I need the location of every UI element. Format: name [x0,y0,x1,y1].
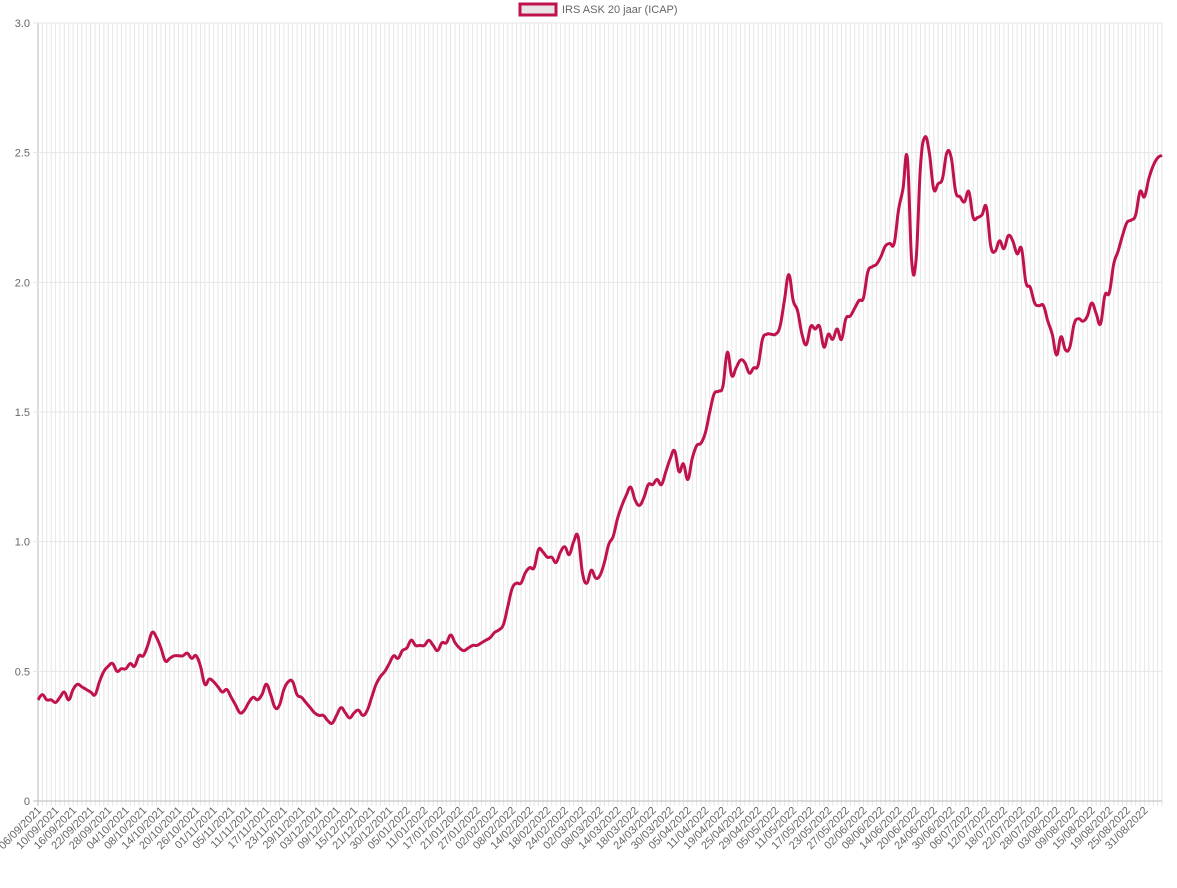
legend-swatch [518,2,558,17]
data-line [36,135,1163,725]
y-tick-label: 0.5 [15,666,30,678]
y-tick-label: 1.5 [15,407,30,419]
y-tick-label: 0 [24,796,30,808]
y-tick-label: 2.5 [15,148,30,160]
y-tick-label: 1.0 [15,537,30,549]
legend-label: IRS ASK 20 jaar (ICAP) [562,4,678,16]
y-tick-label: 3.0 [15,18,30,30]
y-tick-label: 2.0 [15,277,30,289]
